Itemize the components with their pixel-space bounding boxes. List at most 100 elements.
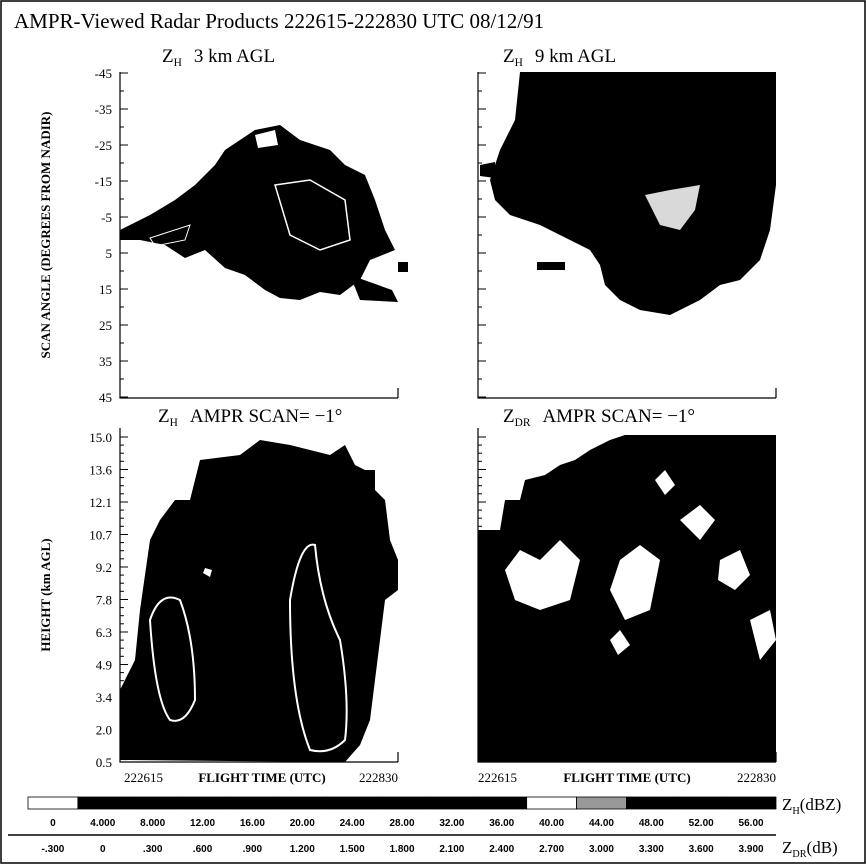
- y-tick-label: 2.0: [96, 723, 112, 738]
- y-tick-label: -25: [95, 138, 112, 153]
- zdr-tick-label: 2.700: [539, 844, 564, 855]
- y-axis-label: SCAN ANGLE (DEGREES FROM NADIR): [38, 111, 53, 358]
- colorbar-cell: [376, 796, 428, 810]
- colorbar-cell: [77, 796, 129, 810]
- zdr-tick-label: .300: [143, 844, 163, 855]
- x-start-label: 222615: [478, 770, 517, 785]
- panel-zh-scan-image: [120, 440, 398, 762]
- y-tick-label: 9.2: [96, 560, 112, 575]
- colorbar-cell: [426, 796, 478, 810]
- y-tick-label: 6.3: [96, 625, 112, 640]
- zdr-tick-label: 1.800: [389, 844, 414, 855]
- y-axis-label: HEIGHT (km AGL): [38, 538, 53, 651]
- y-tick-label: 4.9: [96, 658, 112, 673]
- symbol: Z: [782, 838, 792, 857]
- zh-tick-label: 8.000: [140, 818, 165, 829]
- zdr-tick-label: -.300: [42, 844, 65, 855]
- panel-zdr-scan-image: [478, 435, 776, 762]
- panel-zh-3km-image: [120, 125, 408, 302]
- colorbar-cell: [526, 796, 577, 810]
- zh-tick-label: 40.00: [539, 818, 564, 829]
- y-tick-label: 5: [106, 246, 113, 261]
- symbol: Z: [162, 46, 174, 67]
- zdr-tick-label: 3.000: [589, 844, 614, 855]
- colorbar-cell: [675, 796, 727, 810]
- y-tick-label: -15: [95, 174, 112, 189]
- zh-tick-label: 24.00: [340, 818, 365, 829]
- zdr-tick-label: 0: [100, 844, 106, 855]
- x-end-label: 222830: [359, 770, 398, 785]
- x-start-label: 222615: [124, 770, 163, 785]
- y-tick-label: -35: [95, 102, 112, 117]
- panel-text: AMPR SCAN= −1°: [190, 406, 343, 427]
- zh-tick-label: 48.00: [639, 818, 664, 829]
- y-tick-label: 25: [99, 318, 112, 333]
- panel-title: ZH AMPR SCAN= −1°: [158, 406, 342, 429]
- zdr-tick-label: 3.900: [739, 844, 764, 855]
- unit: (dB): [807, 838, 838, 857]
- zh-tick-label: 4.000: [90, 818, 115, 829]
- y-tick-label: 35: [99, 354, 112, 369]
- symbol: Z: [503, 46, 515, 67]
- y-tick-label: 15: [99, 282, 112, 297]
- subscript: H: [515, 57, 523, 69]
- colorbar-cell: [476, 796, 528, 810]
- y-tick-label: 10.7: [89, 528, 112, 543]
- y-tick-label: -5: [101, 210, 112, 225]
- colorbar-cell: [177, 796, 228, 810]
- y-tick-label: -45: [95, 66, 112, 81]
- zh-tick-label: 44.00: [589, 818, 614, 829]
- axis-ends: [397, 388, 777, 762]
- subscript: H: [170, 417, 178, 429]
- zh-tick-label: 56.00: [739, 818, 764, 829]
- colorbar-cell: [326, 796, 378, 810]
- subscript: H: [792, 806, 800, 817]
- panel-title: ZDR AMPR SCAN= −1°: [503, 406, 695, 429]
- zh-tick-label: 12.00: [190, 818, 215, 829]
- y-tick-label: 7.8: [96, 593, 112, 608]
- y-tick-label: 12.1: [89, 495, 112, 510]
- colorbar-cell: [276, 796, 328, 810]
- colorbar-cell: [227, 796, 278, 810]
- x-end-label: 222830: [737, 770, 776, 785]
- zdr-tick-label: 3.300: [639, 844, 664, 855]
- y-tick-label: 0.5: [96, 755, 112, 770]
- zdr-tick-label: 1.500: [340, 844, 365, 855]
- subscript: H: [174, 57, 182, 69]
- zdr-tick-label: 2.400: [489, 844, 514, 855]
- y-tick-label: 45: [99, 390, 112, 405]
- y-tick-label: 3.4: [96, 690, 113, 705]
- symbol: Z: [782, 795, 792, 814]
- zdr-tick-label: 1.200: [290, 844, 315, 855]
- subscript: DR: [792, 849, 806, 860]
- subscript: DR: [515, 417, 531, 429]
- zdr-tick-label: 3.600: [689, 844, 714, 855]
- panel-text: 3 km AGL: [194, 46, 275, 67]
- panel-title: ZH 9 km AGL: [503, 46, 616, 69]
- zdr-tick-label: 2.100: [439, 844, 464, 855]
- colorbar-label: ZDR(dB): [782, 838, 838, 860]
- zdr-tick-label: .600: [193, 844, 213, 855]
- zh-tick-label: 20.00: [290, 818, 315, 829]
- panel-text: 9 km AGL: [535, 46, 616, 67]
- panel-text: AMPR SCAN= −1°: [542, 406, 695, 427]
- symbol: Z: [503, 406, 515, 427]
- x-axis-label: FLIGHT TIME (UTC): [198, 770, 325, 785]
- y-tick-label: 15.0: [89, 430, 112, 445]
- y-tick-label: 13.6: [89, 463, 112, 478]
- zh-tick-label: 28.00: [389, 818, 414, 829]
- axes: [119, 72, 776, 763]
- zh-tick-label: 16.00: [240, 818, 265, 829]
- zdr-tick-label: .900: [243, 844, 263, 855]
- zh-tick-label: 52.00: [689, 818, 714, 829]
- zh-tick-label: 32.00: [439, 818, 464, 829]
- colorbar-cell: [576, 796, 627, 810]
- panel-title: ZH 3 km AGL: [162, 46, 275, 69]
- panel-zh-9km-image: [480, 72, 776, 315]
- colorbar-cell: [626, 796, 677, 810]
- title: AMPR-Viewed Radar Products 222615-222830…: [14, 9, 544, 33]
- x-axis-label: FLIGHT TIME (UTC): [563, 770, 690, 785]
